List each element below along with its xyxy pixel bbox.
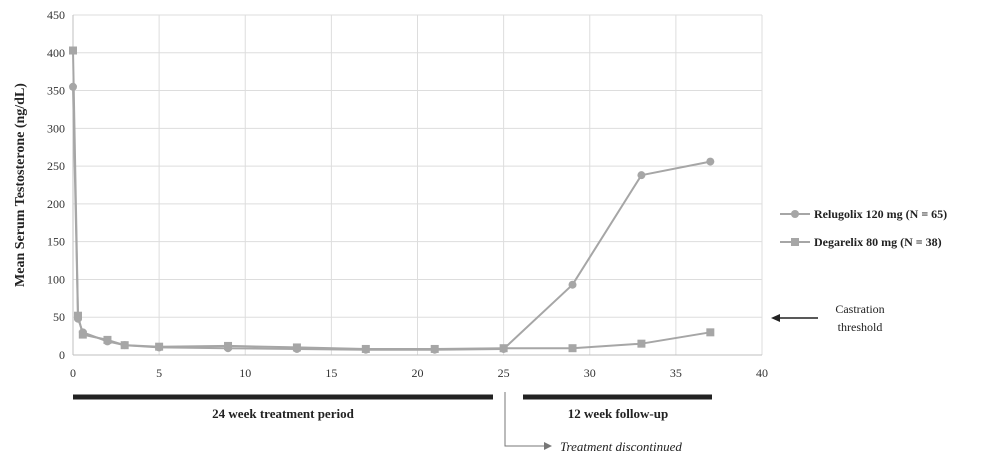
x-tick-label: 25 xyxy=(498,366,510,380)
data-point-square xyxy=(78,330,87,339)
treatment-period-label: 24 week treatment period xyxy=(212,406,354,421)
series-line-1 xyxy=(72,86,711,351)
grid-layer xyxy=(72,14,763,356)
y-tick-label: 50 xyxy=(53,310,65,324)
data-point-square xyxy=(568,344,577,353)
y-tick-label: 100 xyxy=(47,272,65,286)
y-tick-label: 300 xyxy=(47,121,65,135)
data-point-square xyxy=(120,341,129,350)
data-point-square xyxy=(69,46,77,55)
x-tick-label: 30 xyxy=(584,366,596,380)
castration-label-line2: threshold xyxy=(838,320,883,334)
axes-layer: 0 50 100 150 200 250 300 350 400 450 0 5 10 15 20 25 30 3… xyxy=(13,8,768,380)
y-axis-title: Mean Serum Testosterone (ng/dL) xyxy=(13,83,28,287)
y-tick-label: 400 xyxy=(47,46,65,60)
discontinued-arrowhead xyxy=(544,442,552,450)
data-point-square xyxy=(706,328,715,337)
x-tick-label: 40 xyxy=(756,366,768,380)
x-tick-label: 10 xyxy=(239,366,251,380)
x-tick-label: 5 xyxy=(156,366,162,380)
y-tick-label: 200 xyxy=(47,197,65,211)
y-tick-label: 0 xyxy=(59,348,65,362)
legend: Relugolix 120 mg (N = 65) Degarelix 80 mg… xyxy=(780,207,947,249)
y-tick-label: 450 xyxy=(47,8,65,22)
castration-label-line1: Castration xyxy=(835,302,884,316)
data-point-square xyxy=(224,341,233,350)
x-tick-label: 15 xyxy=(325,366,337,380)
data-point-square xyxy=(292,343,301,352)
data-point-square xyxy=(499,344,508,353)
x-tick-label: 0 xyxy=(70,366,76,380)
legend-label: Degarelix 80 mg (N = 38) xyxy=(814,235,942,249)
data-point-circle xyxy=(568,280,577,289)
x-tick-label: 20 xyxy=(412,366,424,380)
annotations: Castration threshold 24 week treatment per… xyxy=(73,302,885,454)
series-layer xyxy=(69,46,715,354)
data-point-square xyxy=(637,339,646,348)
y-tick-label: 150 xyxy=(47,235,65,249)
legend-marker-circle xyxy=(791,210,799,218)
data-point-circle xyxy=(706,157,715,166)
data-point-square xyxy=(361,344,370,353)
data-point-square xyxy=(103,335,112,344)
treatment-discontinued-label: Treatment discontinued xyxy=(560,439,682,454)
data-point-square xyxy=(430,344,439,353)
follow-up-label: 12 week follow-up xyxy=(568,406,668,421)
threshold-arrowhead xyxy=(771,314,780,322)
legend-label: Relugolix 120 mg (N = 65) xyxy=(814,207,947,221)
data-point-square xyxy=(155,342,164,351)
y-tick-label: 350 xyxy=(47,84,65,98)
y-tick-label: 250 xyxy=(47,159,65,173)
discontinued-connector xyxy=(504,392,545,447)
data-point-circle xyxy=(637,171,646,180)
data-point-square xyxy=(73,311,82,320)
series-line-2 xyxy=(72,50,711,350)
x-tick-label: 35 xyxy=(670,366,682,380)
legend-marker-square xyxy=(791,238,799,246)
